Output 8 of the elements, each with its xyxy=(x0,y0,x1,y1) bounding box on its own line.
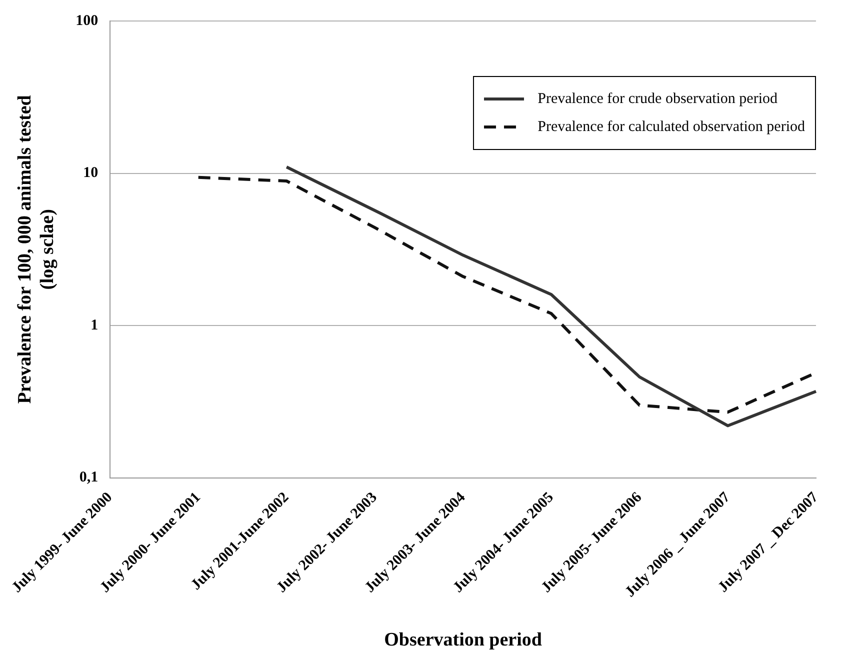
legend-label: Prevalence for crude observation period xyxy=(538,90,778,108)
y-tick-label: 100 xyxy=(76,12,98,29)
y-tick-label: 1 xyxy=(90,317,98,334)
y-tick-label: 0,1 xyxy=(79,470,98,486)
y-tick-label: 10 xyxy=(83,165,98,182)
y-axis-title: Prevalence for 100, 000 animals tested (log sclae) xyxy=(14,94,58,404)
x-axis-title: Observation period xyxy=(384,630,542,651)
legend-label: Prevalence for calculated observation period xyxy=(538,118,805,136)
